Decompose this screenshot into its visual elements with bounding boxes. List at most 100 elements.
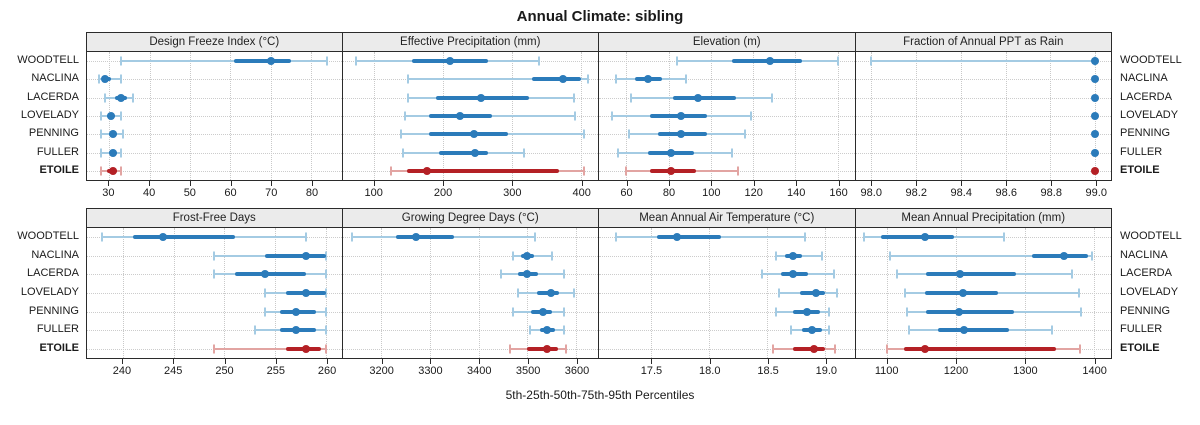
panel-header-fraction-of-annual-ppt-as-rain: Fraction of Annual PPT as Rain — [855, 33, 1111, 52]
median-dot-lovelady — [455, 112, 464, 120]
whisker-5-95 — [408, 78, 588, 81]
median-dot-lovelady — [546, 289, 555, 297]
panel-body-fraction-of-annual-ppt-as-rain — [855, 52, 1111, 180]
whisker-cap — [253, 325, 256, 335]
median-dot-lovelady — [1091, 112, 1100, 120]
axis-tick — [189, 181, 191, 186]
whisker-cap — [120, 111, 123, 121]
bar-25-75 — [396, 235, 455, 240]
median-dot-lacerda — [694, 93, 703, 102]
whisker-cap — [550, 251, 553, 261]
panel-column-mean-annual-precipitation-mm: Mean Annual Precipitation (mm) 1100 1200 13… — [855, 208, 1112, 386]
axis-tick — [1096, 181, 1098, 186]
whisker-cap — [401, 148, 404, 158]
axis-tick-label: 18.0 — [699, 365, 721, 377]
row-gridline — [87, 152, 342, 154]
axis-tick-label: 98.4 — [950, 187, 972, 199]
station-label-lacerda: LACERDA — [27, 267, 79, 280]
station-label-lacerda: LACERDA — [27, 90, 79, 103]
axis-tick-label: 100 — [364, 187, 383, 199]
axis-tick-label: 250 — [215, 365, 234, 377]
whisker-cap — [120, 166, 123, 176]
whisker-cap — [264, 288, 267, 298]
row-gridline — [599, 79, 855, 81]
median-dot-penning — [109, 130, 118, 139]
axis-tick-label: 17.5 — [640, 365, 663, 377]
panel-elevation-m: Elevation (m) — [599, 32, 856, 181]
whisker-cap — [351, 232, 354, 242]
bar-25-75 — [234, 272, 306, 277]
median-dot-etoile — [542, 344, 551, 353]
median-dot-etoile — [301, 344, 310, 353]
panel-body-frost-free-days — [87, 228, 342, 358]
median-dot-woodtell — [411, 233, 420, 242]
axis-effective-precipitation-mm: 100 200 300 400 — [343, 181, 600, 208]
bar-25-75 — [132, 235, 235, 240]
axis-tick-label: 30 — [102, 187, 115, 199]
panel-column-elevation-m: Elevation (m) 60 80 100 120 140 160 — [599, 32, 856, 208]
panels-row-1: Design Freeze Index (°C) 30 40 50 60 70 80 Effe… — [86, 32, 1112, 208]
axis-tick-label: 245 — [164, 365, 183, 377]
station-label-lovelady: LOVELADY — [20, 108, 79, 121]
axis-tick-label: 99.0 — [1085, 187, 1107, 199]
whisker-cap — [583, 129, 586, 139]
panel-body-mean-annual-precipitation-mm — [855, 228, 1111, 358]
whisker-cap — [731, 148, 734, 158]
bar-25-75 — [938, 328, 1010, 333]
panel-column-fraction-of-annual-ppt-as-rain: Fraction of Annual PPT as Rain 98.0 98.2 98… — [855, 32, 1112, 208]
whisker-cap — [1077, 288, 1080, 298]
whisker-cap — [511, 307, 514, 317]
station-labels-right: WOODTELL NACLINA LACERDA LOVELADY PENNING FUL… — [1112, 32, 1200, 179]
bar-25-75 — [234, 59, 291, 64]
axis-tick-label: 3200 — [369, 365, 394, 377]
median-dot-lacerda — [523, 270, 532, 279]
panel-row-bottom: WOODTELL NACLINA LACERDA LOVELADY PENNING FUL… — [0, 208, 1200, 386]
station-label-naclina: NACLINA — [1120, 72, 1168, 85]
panel-header-frost-free-days: Frost-Free Days — [87, 209, 342, 228]
label-spacer — [1112, 32, 1200, 51]
whisker-cap — [100, 166, 103, 176]
whisker-cap — [863, 232, 866, 242]
station-label-woodtell: WOODTELL — [17, 54, 79, 67]
axis-tick-label: 3600 — [564, 365, 590, 377]
axis-tick — [871, 181, 873, 186]
station-label-penning: PENNING — [1120, 304, 1171, 317]
axis-tick-label: 98.2 — [905, 187, 927, 199]
panel-row-top: WOODTELL NACLINA LACERDA LOVELADY PENNING FUL… — [0, 32, 1200, 208]
median-dot-fuller — [1091, 148, 1100, 157]
whisker-cap — [1002, 232, 1005, 242]
panel-design-freeze-index-c: Design Freeze Index (°C) — [86, 32, 343, 181]
whisker-cap — [120, 74, 123, 84]
bar-25-75 — [265, 253, 327, 258]
bar-25-75 — [881, 235, 954, 240]
whisker-cap — [889, 251, 892, 261]
panel-body-effective-precipitation-mm — [342, 52, 598, 180]
whisker-cap — [1070, 269, 1073, 279]
station-label-penning: PENNING — [28, 304, 79, 317]
whisker-cap — [586, 74, 589, 84]
axis-tick-label: 60 — [620, 187, 633, 199]
panel-header-growing-degree-days-c: Growing Degree Days (°C) — [342, 209, 598, 228]
station-label-lacerda: LACERDA — [1120, 90, 1172, 103]
median-dot-penning — [291, 307, 300, 316]
whisker-cap — [904, 288, 907, 298]
whisker-cap — [684, 74, 687, 84]
median-dot-naclina — [1060, 251, 1069, 260]
axis-tick — [838, 181, 840, 186]
row-gridline — [599, 255, 855, 257]
median-dot-naclina — [101, 75, 110, 84]
whisker-cap — [264, 307, 267, 317]
median-dot-penning — [1091, 130, 1100, 139]
axis-tick-label: 260 — [317, 365, 337, 377]
station-label-etoile: ETOILE — [1120, 341, 1160, 354]
row-gridline — [87, 97, 342, 99]
median-dot-lacerda — [117, 93, 126, 102]
median-dot-lacerda — [1091, 93, 1100, 102]
station-labels-left: WOODTELL NACLINA LACERDA LOVELADY PENNING FUL… — [0, 208, 86, 357]
whisker-cap — [325, 269, 328, 279]
label-spacer — [0, 32, 86, 51]
axis-tick — [271, 181, 273, 186]
axis-tick — [961, 181, 963, 186]
row-gridline — [87, 330, 342, 332]
whisker-cap — [104, 93, 107, 103]
